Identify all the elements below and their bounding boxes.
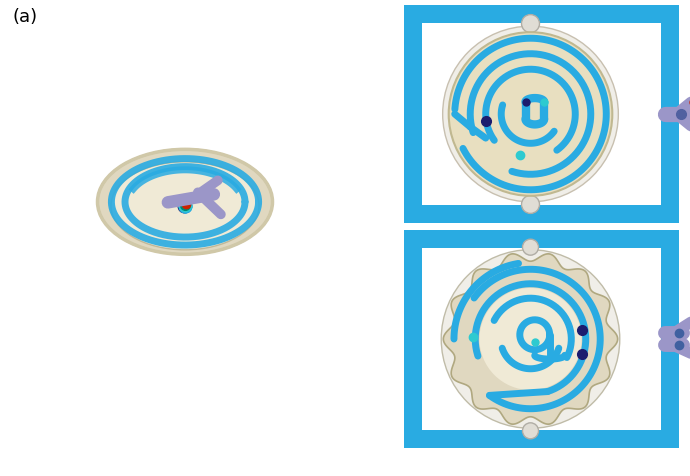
Circle shape [443,26,618,202]
Polygon shape [444,254,618,424]
Circle shape [441,250,620,428]
Bar [404,5,679,223]
Circle shape [522,196,540,213]
Bar [404,230,679,448]
Text: (a): (a) [12,8,37,26]
Ellipse shape [97,149,273,254]
Circle shape [448,32,612,196]
Circle shape [522,15,540,32]
Bar [422,23,661,205]
Circle shape [522,239,538,255]
Bar [422,248,661,430]
Circle shape [522,423,538,439]
Ellipse shape [111,162,259,250]
Circle shape [480,288,582,390]
Bar [418,19,665,209]
Bar [418,244,665,434]
